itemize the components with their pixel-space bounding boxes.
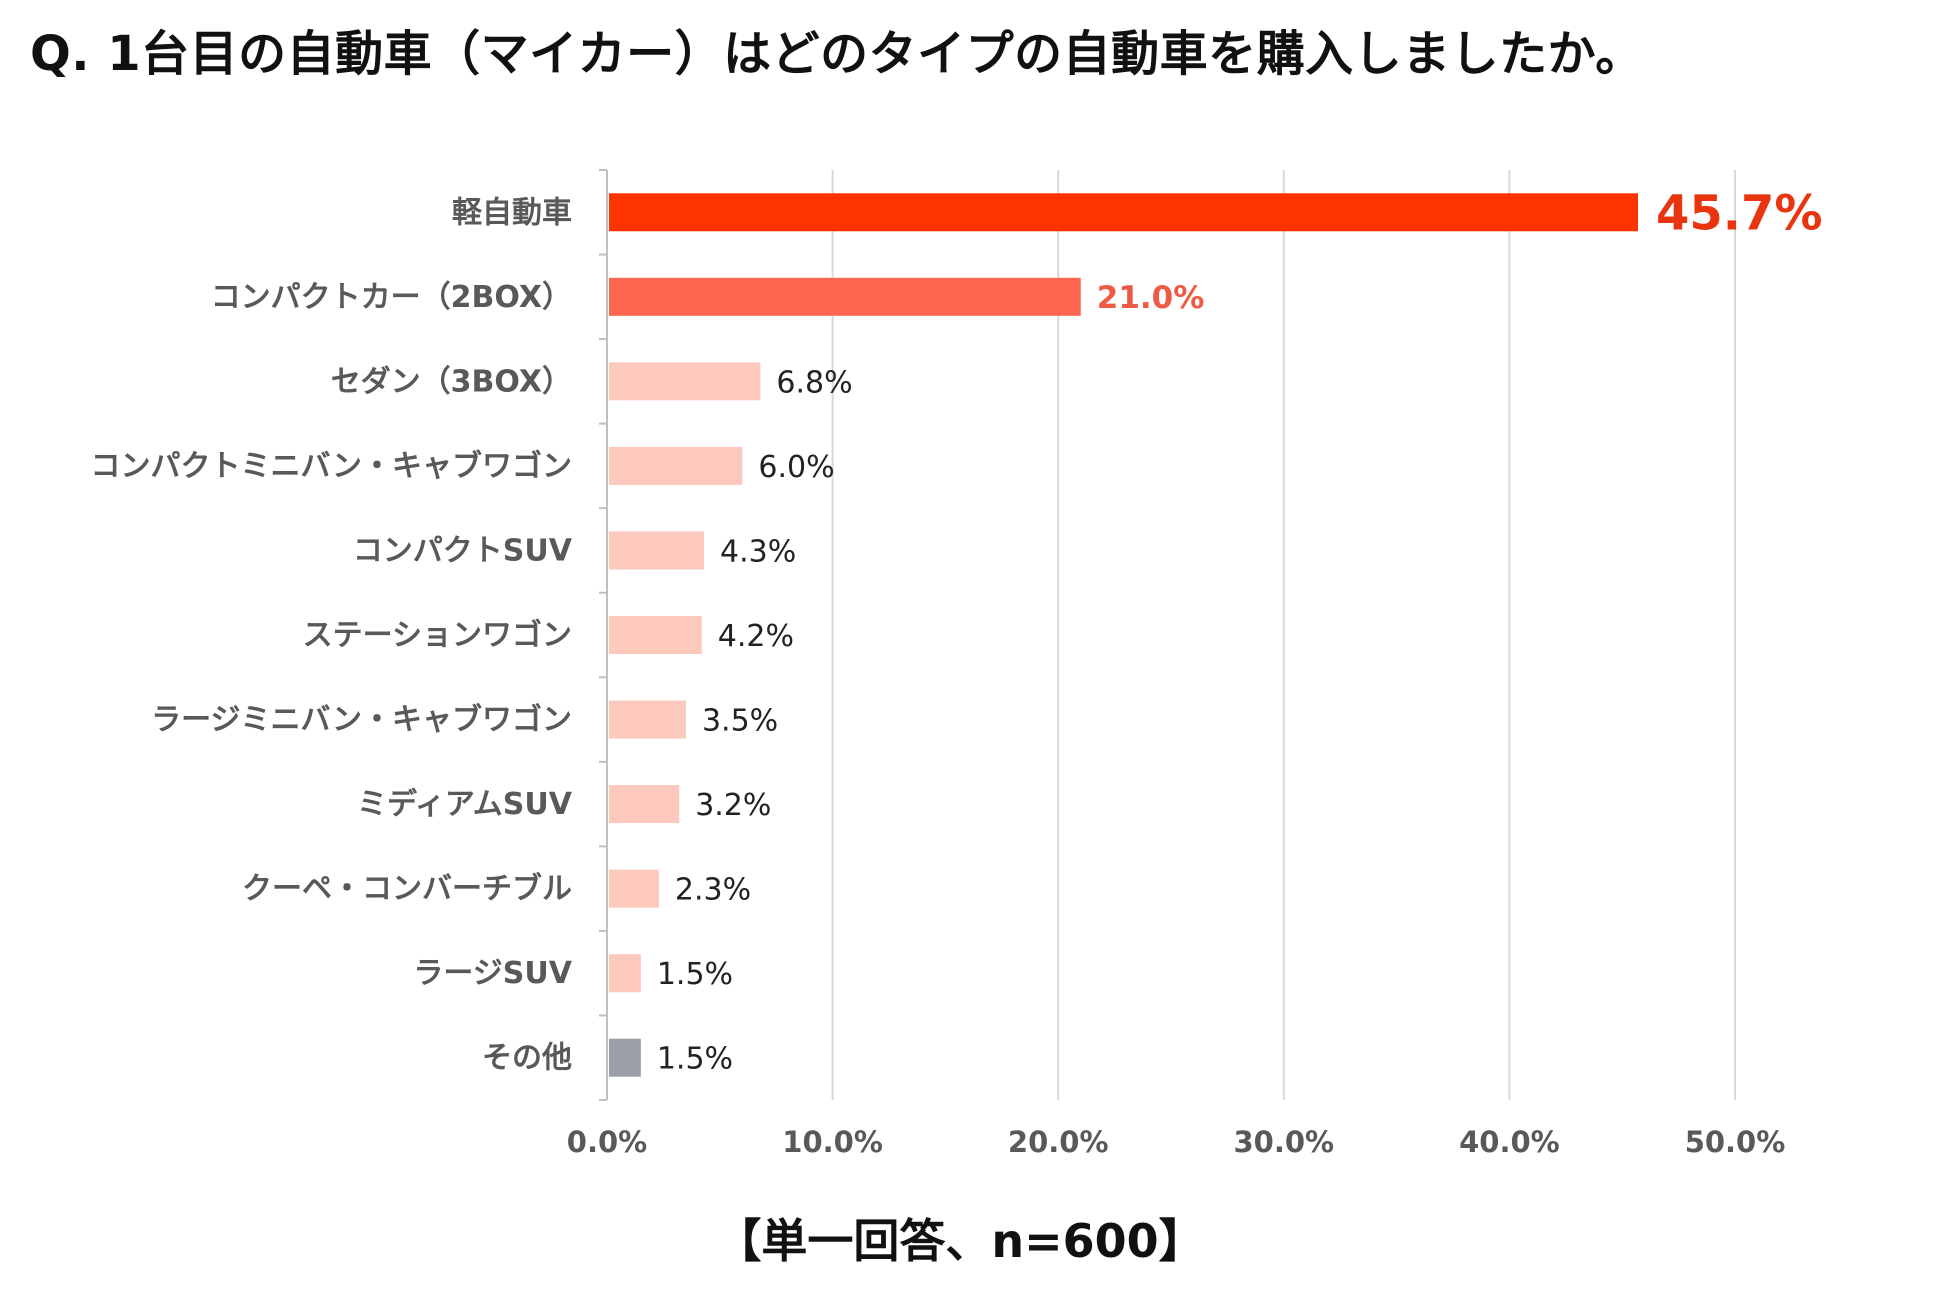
bar [609, 446, 743, 485]
bar [609, 785, 680, 824]
bar [609, 531, 705, 570]
value-label: 2.3% [675, 873, 751, 908]
bar [609, 869, 659, 908]
category-label: コンパクトSUV [353, 533, 573, 568]
category-label: ラージSUV [413, 956, 572, 991]
x-tick-label: 40.0% [1459, 1125, 1560, 1159]
bar [609, 954, 641, 993]
category-label: ステーションワゴン [303, 618, 572, 653]
category-label: 軽自動車 [452, 195, 572, 230]
x-tick-label: 0.0% [567, 1125, 647, 1159]
value-label: 3.5% [702, 704, 778, 739]
value-label: 3.2% [695, 788, 771, 823]
category-label: ミディアムSUV [357, 787, 573, 822]
value-label: 6.0% [758, 450, 834, 485]
value-label: 1.5% [657, 1042, 733, 1077]
category-label: その他 [482, 1041, 572, 1076]
value-label: 45.7% [1656, 185, 1823, 241]
bar [609, 362, 761, 401]
value-label: 4.2% [718, 619, 794, 654]
x-tick-label: 20.0% [1008, 1125, 1109, 1159]
value-label: 21.0% [1097, 280, 1205, 316]
value-label: 1.5% [657, 957, 733, 992]
value-label: 6.8% [776, 365, 852, 400]
bar [609, 616, 702, 654]
category-label: セダン（3BOX） [331, 364, 572, 399]
x-tick-label: 10.0% [782, 1125, 883, 1159]
x-tick-label: 50.0% [1685, 1125, 1786, 1159]
category-label: クーペ・コンバーチブル [242, 872, 572, 907]
bar [609, 193, 1638, 232]
value-label: 4.3% [720, 534, 796, 569]
x-tick-label: 30.0% [1233, 1125, 1334, 1159]
sample-note: 【単一回答、n=600】 [715, 1214, 1205, 1268]
bar [609, 277, 1081, 316]
category-label: ラージミニバン・キャブワゴン [151, 703, 572, 738]
bar [609, 700, 686, 739]
chart-title: Q. 1台目の自動車（マイカー）はどのタイプの自動車を購入しましたか。 [30, 26, 1644, 82]
bar [609, 1038, 641, 1077]
category-label: コンパクトカー（2BOX） [211, 280, 572, 315]
category-label: コンパクトミニバン・キャブワゴン [91, 449, 573, 484]
